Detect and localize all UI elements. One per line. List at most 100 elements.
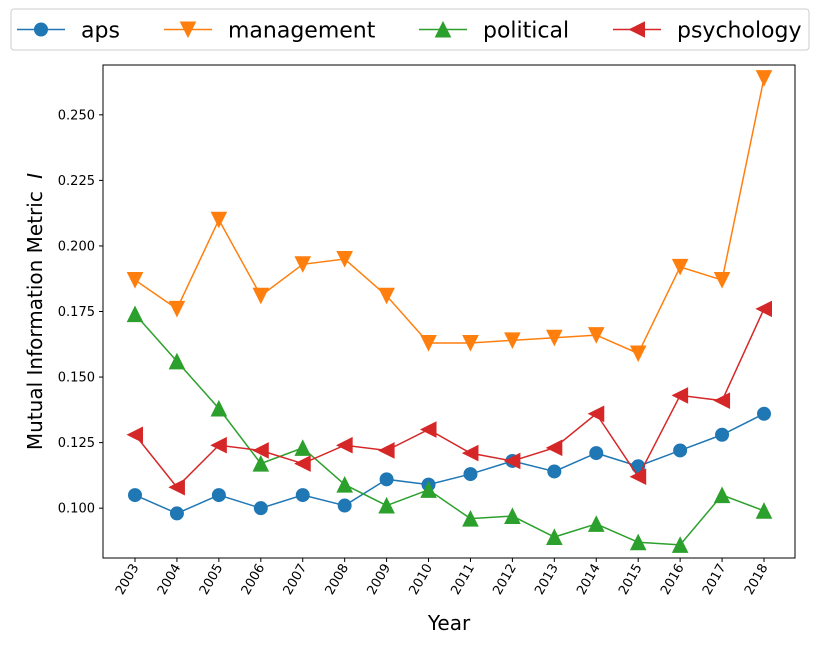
y-axis-title-text: Mutual Information Metric	[23, 191, 47, 450]
data-point-political	[462, 510, 479, 527]
data-point-management	[504, 332, 521, 349]
series-layer	[126, 70, 773, 553]
data-point-management	[713, 272, 731, 289]
data-point-aps	[547, 464, 562, 479]
data-point-psychology	[503, 452, 521, 470]
series-psychology	[126, 300, 772, 496]
data-point-management	[378, 287, 395, 305]
legend-label: management	[228, 19, 376, 44]
data-point-psychology	[419, 421, 437, 438]
data-point-political	[252, 454, 270, 472]
data-point-political	[336, 475, 353, 493]
data-point-aps	[295, 488, 310, 503]
data-point-psychology	[252, 442, 269, 459]
data-point-political	[755, 502, 773, 519]
data-point-psychology	[629, 468, 647, 486]
data-point-political	[420, 481, 437, 498]
legend-label: psychology	[677, 19, 802, 44]
legend-label: aps	[81, 19, 120, 44]
data-point-management	[336, 251, 353, 268]
data-point-political	[378, 496, 395, 514]
data-point-psychology	[461, 444, 479, 462]
data-point-management	[294, 256, 312, 273]
data-point-aps	[253, 501, 268, 516]
plot-area	[102, 64, 796, 559]
data-point-psychology	[587, 405, 605, 423]
data-point-psychology	[377, 442, 395, 459]
x-tick-label: 2004	[155, 562, 185, 598]
x-tick-label: 2007	[281, 562, 311, 598]
data-point-psychology	[713, 392, 731, 409]
data-point-aps	[128, 488, 142, 503]
data-point-psychology	[336, 436, 353, 454]
legend-marker-aps	[34, 22, 48, 37]
data-point-aps	[715, 427, 730, 442]
y-axis: 0.100 0.125 0.150 0.175 0.200 0.225 0.250	[58, 108, 103, 517]
data-point-political	[126, 305, 144, 323]
x-tick-label: 2013	[532, 562, 562, 598]
data-point-aps	[379, 472, 394, 487]
y-axis-title-symbol: I	[23, 173, 47, 179]
data-point-psychology	[671, 387, 689, 404]
data-point-political	[713, 486, 731, 504]
y-tick-label: 0.150	[58, 371, 95, 386]
data-point-management	[546, 329, 563, 347]
data-point-psychology	[294, 455, 311, 472]
data-point-aps	[757, 406, 771, 421]
data-point-management	[126, 272, 144, 289]
legend-label: political	[483, 19, 569, 44]
x-tick-label: 2009	[365, 562, 395, 598]
data-point-political	[587, 515, 605, 532]
x-tick-label: 2015	[616, 562, 646, 598]
x-tick-label: 2006	[239, 562, 269, 598]
legend-marker-psychology	[628, 21, 645, 38]
legend-box	[10, 8, 810, 51]
data-point-psychology	[210, 436, 227, 454]
data-point-political	[294, 439, 312, 456]
x-tick-label: 2012	[490, 562, 520, 598]
data-point-management	[462, 334, 479, 352]
y-tick-label: 0.100	[58, 502, 95, 517]
data-point-political	[504, 507, 521, 525]
data-point-management	[629, 345, 647, 363]
y-tick-label: 0.200	[58, 239, 95, 254]
data-point-aps	[169, 506, 184, 521]
x-tick-label: 2003	[113, 562, 143, 598]
data-point-political	[210, 399, 228, 417]
legend-entry-psychology: psychology	[613, 19, 802, 44]
data-point-management	[420, 334, 437, 352]
data-point-management	[587, 327, 605, 344]
legend-marker-management	[179, 21, 197, 39]
data-point-aps	[463, 467, 478, 482]
x-tick-label: 2010	[406, 562, 436, 598]
data-point-psychology	[755, 300, 772, 318]
x-tick-label: 2005	[197, 562, 227, 598]
series-line-aps	[134, 413, 765, 515]
y-axis-title: Mutual Information Metric I	[23, 173, 47, 450]
data-point-aps	[589, 446, 604, 461]
x-axis-title: Year	[427, 611, 471, 635]
y-tick-label: 0.225	[58, 174, 95, 189]
x-axis: 2003 2004 2005 2006 2007 2008 2009 2010 2011 2012…	[113, 558, 771, 598]
data-point-political	[629, 533, 647, 551]
data-point-aps	[337, 498, 352, 513]
data-point-psychology	[126, 426, 143, 444]
data-point-political	[671, 536, 689, 553]
y-tick-label: 0.125	[58, 436, 95, 451]
data-point-political	[546, 528, 563, 546]
series-line-psychology	[134, 308, 765, 489]
x-tick-label: 2008	[323, 562, 353, 598]
legend: aps management political psychology	[10, 8, 810, 51]
data-point-management	[168, 300, 186, 318]
series-aps	[128, 406, 771, 521]
data-point-management	[210, 211, 228, 229]
data-point-aps	[211, 488, 226, 503]
series-management	[126, 70, 773, 363]
data-point-aps	[673, 443, 688, 458]
series-line-political	[134, 313, 765, 546]
data-point-political	[168, 352, 186, 370]
legend-entry-political: political	[419, 19, 569, 44]
x-tick-label: 2017	[700, 562, 730, 598]
data-point-psychology	[545, 439, 563, 457]
